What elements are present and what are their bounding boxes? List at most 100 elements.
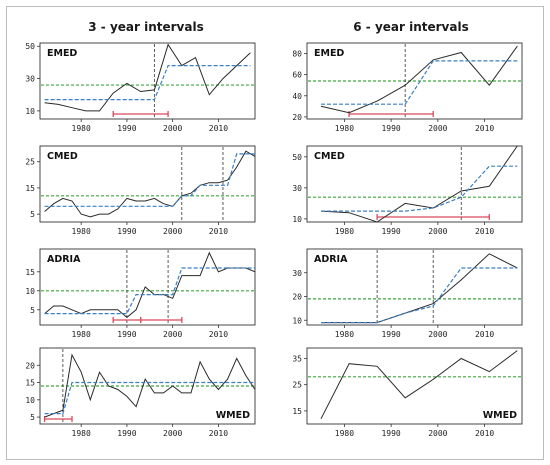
y-tick-label: 5 [30, 413, 35, 422]
column-title-left: 3 - year intervals [88, 20, 203, 34]
observed-line [320, 45, 518, 114]
panel-cmed-3yr: 1980 1990 2000 2010 5 15 25 CMED [25, 145, 256, 236]
y-tick-label: 15 [25, 379, 35, 388]
y-tick-label: 5 [30, 306, 35, 315]
panel-adria-3yr: 1980 1990 2000 2010 5 10 15 ADRIA [25, 248, 256, 339]
x-tick-label: 2000 [163, 124, 182, 133]
x-tick-label: 1990 [117, 330, 136, 339]
observed-line [44, 43, 251, 112]
y-tick-label: 60 [292, 71, 302, 80]
step-fit-line [321, 267, 518, 324]
panel-label: EMED [47, 48, 77, 59]
column-title-right: 6 - year intervals [353, 20, 468, 34]
y-tick-label: 15 [292, 407, 302, 416]
y-tick-label: 20 [292, 113, 302, 122]
step-fit-line [321, 60, 518, 105]
y-tick-label: 15 [25, 268, 35, 277]
x-tick-label: 2010 [475, 330, 494, 339]
x-tick-label: 2000 [428, 330, 447, 339]
y-tick-label: 5 [30, 210, 35, 219]
y-tick-label: 30 [25, 75, 35, 84]
plot-frame [39, 347, 256, 425]
x-tick-label: 2010 [209, 227, 228, 236]
x-tick-label: 1980 [335, 429, 354, 438]
y-tick-label: 50 [292, 153, 302, 162]
x-tick-label: 2010 [209, 330, 228, 339]
x-tick-label: 2000 [163, 429, 182, 438]
x-tick-label: 1980 [335, 330, 354, 339]
y-tick-label: 30 [292, 269, 302, 278]
step-fit-line [44, 64, 251, 101]
x-tick-label: 2010 [209, 429, 228, 438]
x-tick-label: 1990 [381, 227, 400, 236]
y-tick-label: 10 [25, 107, 35, 116]
figure-border [6, 6, 544, 460]
panel-wmed-3yr: 1980 1990 2000 2010 5 10 15 20 WMED [25, 347, 256, 438]
panel-wmed-6yr: 1980 1990 2000 2010 15 25 35 WMED [292, 347, 523, 438]
x-tick-label: 2000 [428, 227, 447, 236]
x-tick-label: 1990 [117, 227, 136, 236]
x-tick-label: 1980 [72, 227, 91, 236]
panel-label: WMED [216, 410, 250, 421]
panel-label: WMED [483, 410, 517, 421]
x-tick-label: 2000 [428, 429, 447, 438]
plot-frame [306, 248, 523, 326]
x-tick-label: 2000 [428, 124, 447, 133]
panel-label: CMED [47, 151, 78, 162]
plot-frame [306, 347, 523, 425]
observed-line [320, 350, 518, 420]
x-tick-label: 1990 [381, 124, 400, 133]
plot-frame [306, 42, 523, 120]
x-tick-label: 1980 [335, 124, 354, 133]
step-fit-line [44, 153, 255, 207]
observed-line [321, 253, 518, 324]
panel-label: ADRIA [314, 254, 348, 265]
observed-line [44, 251, 256, 319]
plot-frame [39, 145, 256, 223]
panel-label: CMED [314, 151, 345, 162]
y-tick-label: 25 [292, 381, 302, 390]
y-tick-label: 15 [25, 184, 35, 193]
y-tick-label: 35 [292, 354, 302, 363]
y-tick-label: 10 [25, 396, 35, 405]
x-tick-label: 1980 [335, 227, 354, 236]
plot-frame [306, 145, 523, 223]
y-tick-label: 10 [292, 215, 302, 224]
observed-line [44, 353, 256, 418]
step-fit-line [44, 381, 255, 415]
y-tick-label: 30 [292, 184, 302, 193]
x-tick-label: 1980 [72, 429, 91, 438]
step-fit-line [321, 165, 518, 212]
x-tick-label: 1990 [381, 330, 400, 339]
x-tick-label: 2010 [209, 124, 228, 133]
x-tick-label: 2010 [475, 227, 494, 236]
panel-label: EMED [314, 48, 344, 59]
y-tick-label: 10 [25, 287, 35, 296]
y-tick-label: 50 [25, 42, 35, 51]
step-fit-line [44, 267, 255, 315]
x-tick-label: 1980 [72, 330, 91, 339]
x-tick-label: 1990 [117, 124, 136, 133]
y-tick-label: 20 [292, 293, 302, 302]
x-tick-label: 1980 [72, 124, 91, 133]
y-tick-label: 25 [25, 158, 35, 167]
panel-emed-6yr: 1980 1990 2000 2010 20 40 60 80 EMED [292, 42, 523, 133]
y-tick-label: 80 [292, 50, 302, 59]
y-tick-label: 10 [292, 316, 302, 325]
x-tick-label: 2010 [475, 429, 494, 438]
y-tick-label: 20 [25, 361, 35, 370]
x-tick-label: 2000 [163, 227, 182, 236]
panel-label: ADRIA [47, 254, 81, 265]
x-tick-label: 2000 [163, 330, 182, 339]
x-tick-label: 1990 [117, 429, 136, 438]
plot-frame [39, 42, 256, 120]
x-tick-label: 2010 [475, 124, 494, 133]
observed-line [320, 145, 518, 223]
observed-line [44, 150, 256, 218]
